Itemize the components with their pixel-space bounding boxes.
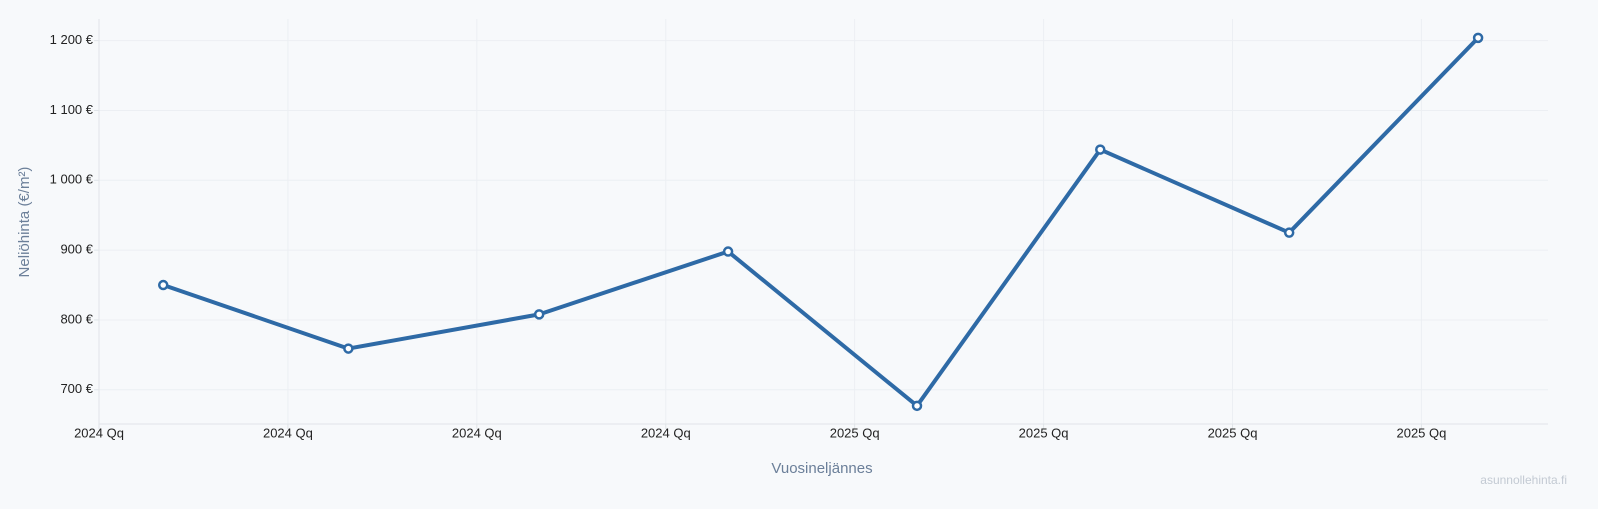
- y-tick-label: 700 €: [60, 381, 93, 396]
- x-tick-label: 2024 Qq: [263, 425, 313, 440]
- point: [911, 400, 923, 412]
- x-axis-label: Vuosineljännes: [771, 460, 872, 477]
- watermark: asunnollehinta.fi: [1480, 473, 1567, 487]
- point: [533, 309, 545, 320]
- y-tick-label: 1 100 €: [50, 102, 94, 117]
- y-tick-label: 1 000 €: [50, 172, 94, 187]
- x-tick-label: 2025 Qq: [1019, 425, 1069, 440]
- point: [157, 279, 169, 291]
- x-tick-label: 2024 Qq: [641, 425, 691, 440]
- point: [1095, 144, 1106, 155]
- x-tick-label: 2025 Qq: [1208, 425, 1258, 440]
- x-tick-label: 2025 Qq: [1396, 425, 1446, 440]
- y-tick-label: 1 200 €: [50, 32, 94, 47]
- y-tick-label: 800 €: [60, 311, 93, 326]
- line: [162, 36, 1480, 408]
- point: [722, 246, 734, 257]
- point: [1283, 227, 1295, 238]
- x-tick-label: 2024 Qq: [74, 425, 124, 440]
- y-axis-label: Neliöhinta (€/m²): [16, 167, 33, 278]
- point: [343, 343, 354, 354]
- point: [1472, 32, 1484, 44]
- y-tick-label: 900 €: [60, 242, 93, 257]
- x-tick-label: 2024 Qq: [452, 425, 502, 440]
- x-tick-label: 2025 Qq: [830, 425, 880, 440]
